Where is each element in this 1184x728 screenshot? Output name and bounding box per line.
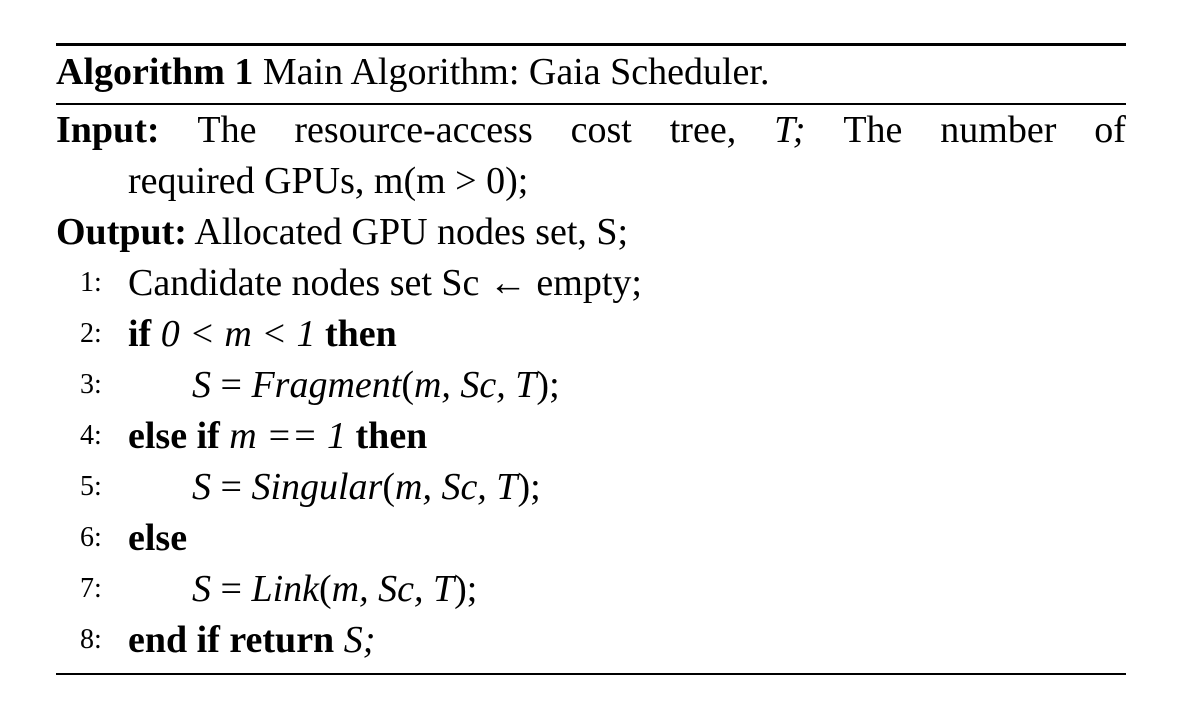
input-line: Input: The resource-access cost tree, T;… <box>56 108 1126 152</box>
line-number: 5: <box>80 471 102 502</box>
line-number: 8: <box>80 624 102 655</box>
output-text: Allocated GPU nodes set, S; <box>194 211 629 253</box>
keyword: else if <box>128 415 220 457</box>
input-line-2: required GPUs, m(m > 0); <box>128 160 529 202</box>
function-name: Link <box>251 568 319 610</box>
function-args: m, Sc, T <box>331 568 455 610</box>
step-text: S = Link(m, Sc, T); <box>192 568 478 610</box>
line-number: 2: <box>80 318 102 349</box>
input-word: resource-access <box>294 109 533 151</box>
algorithm-caption: Algorithm 1 Main Algorithm: Gaia Schedul… <box>56 50 1126 94</box>
step-text: if 0 < m < 1 then <box>128 312 397 356</box>
output-label: Output: <box>56 211 187 253</box>
caption-title: Main Algorithm: Gaia Scheduler. <box>262 51 770 93</box>
input-word: The <box>197 109 257 151</box>
keyword: then <box>355 415 428 457</box>
function-name: Fragment <box>251 364 402 406</box>
line-number: 6: <box>80 522 102 553</box>
line-number: 3: <box>80 369 102 400</box>
input-word: tree, <box>669 109 737 151</box>
input-label: Input: <box>56 109 160 151</box>
caption-label: Algorithm 1 <box>56 51 254 93</box>
algorithm-box: Algorithm 1 Main Algorithm: Gaia Schedul… <box>56 43 1126 675</box>
input-word: number <box>940 109 1057 151</box>
function-name: Singular <box>251 466 383 508</box>
input-word: The <box>843 109 903 151</box>
line-number: 7: <box>80 573 102 604</box>
caption-rule <box>56 103 1126 105</box>
input-word: T; <box>774 109 806 151</box>
lhs: S <box>192 466 211 508</box>
return-value: S; <box>343 619 376 661</box>
keyword: else <box>128 517 188 559</box>
input-word: cost <box>570 109 632 151</box>
step-text: end if return S; <box>128 618 375 662</box>
keyword: if <box>128 313 152 355</box>
condition: 0 < m < 1 <box>160 313 316 355</box>
keyword: return <box>229 619 335 661</box>
step-text: else if m == 1 then <box>128 414 427 458</box>
line-number: 4: <box>80 420 102 451</box>
bottom-rule <box>56 673 1126 675</box>
lhs: S <box>192 364 211 406</box>
input-word: of <box>1094 109 1126 151</box>
output-line: Output: Allocated GPU nodes set, S; <box>56 210 628 254</box>
condition: m == 1 <box>229 415 347 457</box>
keyword: end if <box>128 619 220 661</box>
step-text: S = Fragment(m, Sc, T); <box>192 364 560 406</box>
step-text: Candidate nodes set Sc ← empty; <box>128 262 642 304</box>
function-args: m, Sc, T <box>413 364 537 406</box>
step-text: S = Singular(m, Sc, T); <box>192 466 541 508</box>
line-number: 1: <box>80 267 102 298</box>
lhs: S <box>192 568 211 610</box>
function-args: m, Sc, T <box>395 466 518 508</box>
top-rule <box>56 43 1126 46</box>
keyword: then <box>324 313 397 355</box>
